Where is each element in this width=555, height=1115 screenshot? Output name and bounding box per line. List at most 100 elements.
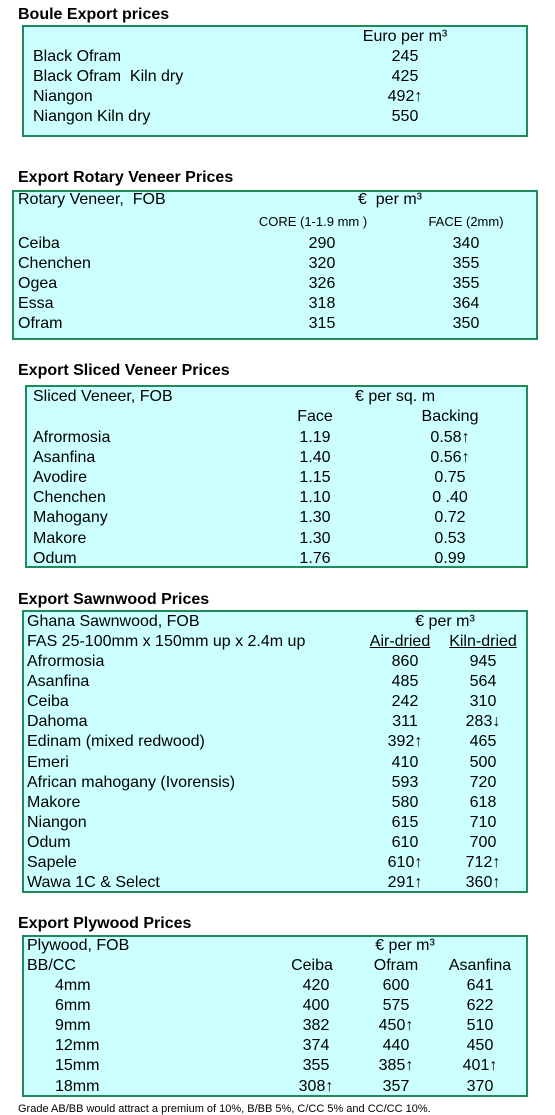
row-label: Dahoma [27, 713, 88, 731]
row-label: 4mm [55, 977, 91, 994]
header: Sliced Veneer, FOB [33, 388, 173, 405]
subheader: Air-dried [369, 633, 431, 650]
header: Rotary Veneer, FOB [18, 191, 166, 208]
section-title: Export Plywood Prices [18, 915, 192, 932]
price-cell: 575 [382, 997, 410, 1015]
price-cell: 500 [469, 753, 497, 771]
price-cell: 283↓ [465, 713, 501, 731]
price-cell: 355 [452, 255, 480, 273]
row-label: Niangon [33, 88, 93, 106]
row-label: Black Ofram [33, 48, 122, 65]
price-cell: 0.72 [434, 509, 466, 527]
price-cell: 318 [308, 295, 336, 313]
price-cell: 450 [466, 1037, 494, 1055]
price-cell: 1.76 [299, 549, 331, 567]
row-label: Ceiba [18, 235, 60, 252]
subheader: CORE (1-1.9 mm ) [258, 214, 368, 229]
row-label: Niangon Kiln dry [33, 108, 151, 126]
price-cell: 700 [469, 833, 497, 851]
price-cell: 355 [452, 275, 480, 293]
price-box [22, 25, 528, 137]
header: € per m³ [375, 937, 435, 954]
price-cell: 0 .40 [432, 489, 468, 507]
price-cell: 310 [469, 693, 497, 711]
price-cell: 440 [382, 1037, 410, 1055]
row-label: Essa [18, 295, 54, 313]
price-cell: 315 [308, 315, 336, 333]
row-label: Mahogany [33, 509, 108, 527]
price-cell: 245 [391, 48, 419, 65]
price-cell: 420 [302, 977, 330, 994]
price-cell: 0.53 [434, 529, 466, 547]
price-cell: 326 [308, 275, 336, 293]
section-title: Export Rotary Veneer Prices [18, 169, 234, 186]
subheader: FAS 25-100mm x 150mm up x 2.4m up [27, 633, 306, 650]
subheader: Face [297, 408, 333, 425]
price-box [12, 190, 538, 340]
price-cell: 400 [302, 997, 330, 1015]
price-cell: 355 [302, 1057, 330, 1075]
price-cell: 357 [382, 1077, 410, 1095]
price-cell: 465 [469, 733, 497, 751]
row-label: Chenchen [18, 255, 91, 273]
price-cell: 290 [308, 235, 336, 252]
subheader: Kiln-dried [449, 633, 517, 650]
row-label: Odum [33, 549, 77, 567]
header: Plywood, FOB [27, 937, 130, 954]
price-cell: 492↑ [387, 88, 423, 106]
row-label: Afrormosia [27, 653, 105, 670]
price-cell: 364 [452, 295, 480, 313]
price-cell: 320 [308, 255, 336, 273]
price-cell: 1.30 [299, 529, 331, 547]
price-cell: 860 [391, 653, 419, 670]
row-label: 18mm [55, 1077, 100, 1095]
row-label: Asanfina [27, 673, 90, 691]
row-label: Wawa 1C & Select [27, 874, 160, 892]
row-label: Ogea [18, 275, 58, 293]
row-label: Odum [27, 833, 71, 851]
section-title: Export Sliced Veneer Prices [18, 362, 230, 379]
price-box [25, 385, 528, 568]
header: € per m³ [415, 613, 475, 630]
section-title: Boule Export prices [18, 6, 170, 23]
price-cell: 1.10 [299, 489, 331, 507]
price-cell: 0.58↑ [430, 429, 470, 446]
price-cell: 720 [469, 773, 497, 791]
price-cell: 600 [382, 977, 410, 994]
row-label: 15mm [55, 1057, 100, 1075]
price-cell: 340 [452, 235, 480, 252]
price-cell: 410 [391, 753, 419, 771]
row-label: Chenchen [33, 489, 106, 507]
price-cell: 1.30 [299, 509, 331, 527]
row-label: Edinam (mixed redwood) [27, 733, 205, 751]
footnote: Grade AB/BB would attract a premium of 1… [18, 1103, 431, 1115]
row-label: Avodire [33, 469, 87, 487]
section-title: Export Sawnwood Prices [18, 591, 210, 608]
subheader: FACE (2mm) [428, 214, 504, 229]
price-cell: 360↑ [465, 874, 501, 892]
price-cell: 291↑ [387, 874, 423, 892]
subheader: Ofram [373, 957, 419, 974]
row-label: Niangon [27, 813, 87, 831]
price-cell: 1.15 [299, 469, 331, 487]
header: Euro per m³ [362, 28, 448, 45]
subheader: Asanfina [448, 957, 512, 974]
price-cell: 1.40 [299, 449, 331, 467]
price-cell: 311 [392, 713, 418, 731]
price-cell: 0.99 [434, 549, 466, 567]
subheader: Backing [421, 408, 479, 425]
row-label: Ofram [18, 315, 63, 333]
price-cell: 242 [391, 693, 419, 711]
row-label: Ceiba [27, 693, 69, 711]
price-cell: 550 [391, 108, 419, 126]
price-cell: 618 [469, 793, 497, 811]
price-cell: 564 [469, 673, 497, 691]
price-cell: 0.56↑ [430, 449, 470, 467]
row-label: Makore [27, 793, 81, 811]
row-label: Asanfina [33, 449, 96, 467]
row-label: Makore [33, 529, 87, 547]
price-cell: 485 [391, 673, 419, 691]
row-label: Afrormosia [33, 429, 111, 446]
price-cell: 374 [302, 1037, 330, 1055]
